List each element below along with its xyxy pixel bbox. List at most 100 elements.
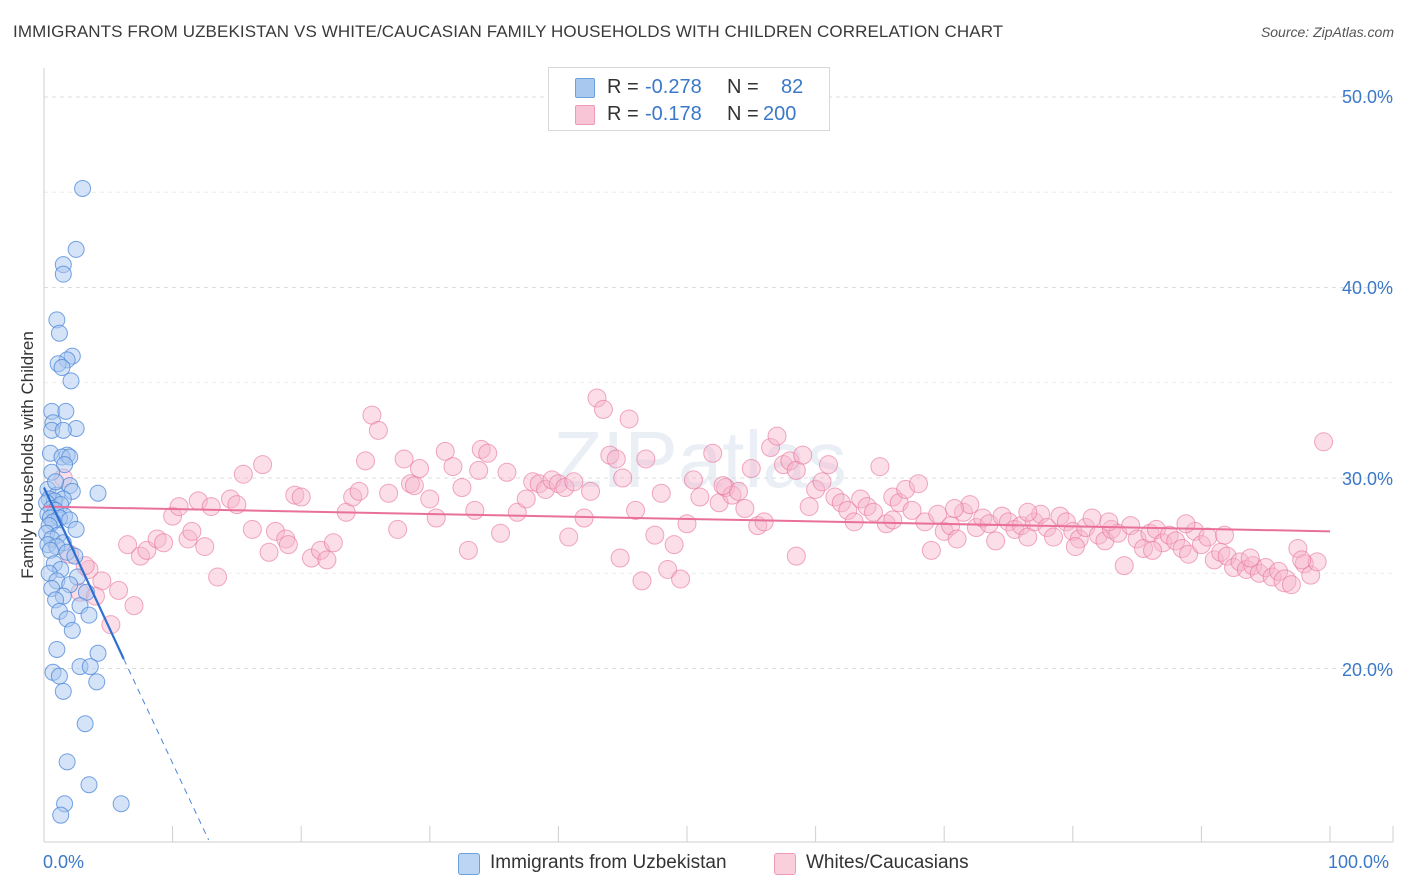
data-point-whites	[1240, 548, 1260, 568]
data-point-whites	[947, 529, 967, 549]
data-point-whites	[966, 518, 986, 538]
data-point-uzbekistan	[54, 421, 72, 439]
trend-line-uzbekistan-extension	[123, 658, 210, 841]
data-point-whites	[1127, 529, 1147, 549]
y-tick-label: 30.0%	[1341, 469, 1393, 489]
data-point-uzbekistan	[89, 484, 107, 502]
data-point-whites	[896, 479, 916, 499]
data-point-uzbekistan	[76, 715, 94, 733]
data-point-whites	[124, 596, 144, 616]
data-point-uzbekistan	[67, 520, 85, 538]
data-point-whites	[169, 497, 189, 517]
data-point-whites	[863, 502, 883, 522]
r-label: R =	[607, 76, 639, 98]
y-axis-label: Family Households with Children	[18, 331, 37, 579]
y-tick-label: 20.0%	[1341, 660, 1393, 680]
data-point-whites	[259, 542, 279, 562]
data-point-whites	[323, 533, 343, 553]
data-point-whites	[651, 483, 671, 503]
data-point-whites	[465, 500, 485, 520]
data-point-whites	[516, 489, 536, 509]
data-point-whites	[664, 535, 684, 555]
data-point-whites	[564, 472, 584, 492]
data-point-whites	[404, 476, 424, 496]
data-point-whites	[491, 523, 511, 543]
data-point-whites	[883, 510, 903, 530]
data-point-whites	[741, 458, 761, 478]
data-point-whites	[1307, 552, 1327, 572]
data-point-whites	[683, 470, 703, 490]
data-point-uzbekistan	[56, 456, 74, 474]
data-point-whites	[1037, 518, 1057, 538]
data-point-whites	[1176, 514, 1196, 534]
data-point-whites	[163, 506, 183, 526]
data-point-whites	[443, 457, 463, 477]
series-uzbekistan-points	[38, 179, 130, 824]
data-point-whites	[435, 441, 455, 461]
data-point-whites	[636, 449, 656, 469]
n-value: 200	[763, 103, 797, 125]
data-point-whites	[233, 464, 253, 484]
data-point-whites	[1044, 527, 1064, 547]
data-point-whites	[1314, 432, 1334, 452]
data-point-whites	[812, 472, 832, 492]
data-point-whites	[195, 537, 215, 557]
data-point-whites	[944, 498, 964, 518]
data-point-whites	[1179, 544, 1199, 564]
data-point-whites	[1256, 558, 1276, 578]
data-point-whites	[838, 500, 858, 520]
data-point-whites	[118, 535, 138, 555]
data-point-whites	[1215, 525, 1235, 545]
r-value: -0.178	[645, 103, 702, 125]
data-point-uzbekistan	[54, 265, 72, 283]
data-point-whites	[1082, 508, 1102, 528]
y-tick-label: 40.0%	[1341, 278, 1393, 298]
data-point-whites	[507, 502, 527, 522]
data-point-whites	[818, 455, 838, 475]
data-point-whites	[619, 409, 639, 429]
data-point-whites	[1114, 556, 1134, 576]
data-point-whites	[201, 497, 221, 517]
data-point-whites	[478, 443, 498, 463]
data-point-whites	[999, 512, 1018, 532]
data-point-whites	[291, 487, 311, 507]
data-point-whites	[735, 498, 755, 518]
data-point-uzbekistan	[48, 640, 66, 658]
n-label: N =	[727, 76, 759, 98]
data-point-whites	[388, 519, 408, 539]
legend-swatch-uzbekistan	[575, 78, 595, 98]
data-point-whites	[1230, 552, 1250, 572]
data-point-uzbekistan	[58, 753, 76, 771]
correlation-legend: R = -0.278 N = 82 R = -0.178 N = 200	[548, 67, 830, 131]
data-point-whites	[1191, 535, 1211, 555]
legend-swatch-whites	[774, 853, 796, 875]
data-point-whites	[426, 508, 446, 528]
data-point-whites	[593, 399, 613, 419]
data-point-whites	[1018, 502, 1038, 522]
data-point-whites	[902, 500, 922, 520]
grid-lines	[44, 96, 1393, 669]
data-point-whites	[227, 495, 247, 515]
trend-lines	[43, 487, 1331, 841]
r-label: R =	[607, 103, 639, 125]
data-point-whites	[716, 478, 736, 498]
data-point-whites	[154, 533, 174, 553]
legend-swatch-uzbekistan	[458, 853, 480, 875]
legend-row-uzbekistan: R = -0.278 N = 82	[549, 74, 829, 102]
data-point-whites	[242, 519, 262, 539]
data-point-whites	[1198, 527, 1218, 547]
data-point-whites	[278, 535, 298, 555]
data-point-whites	[349, 481, 369, 501]
data-point-uzbekistan	[81, 658, 99, 676]
data-point-whites	[1204, 550, 1224, 570]
data-point-whites	[1217, 546, 1237, 566]
data-point-whites	[799, 497, 819, 517]
data-point-uzbekistan	[74, 179, 92, 197]
data-point-whites	[632, 571, 652, 591]
data-point-whites	[754, 512, 774, 532]
data-point-whites	[767, 426, 787, 446]
data-point-whites	[356, 451, 375, 471]
data-point-whites	[587, 388, 607, 408]
n-value: 82	[781, 76, 804, 98]
